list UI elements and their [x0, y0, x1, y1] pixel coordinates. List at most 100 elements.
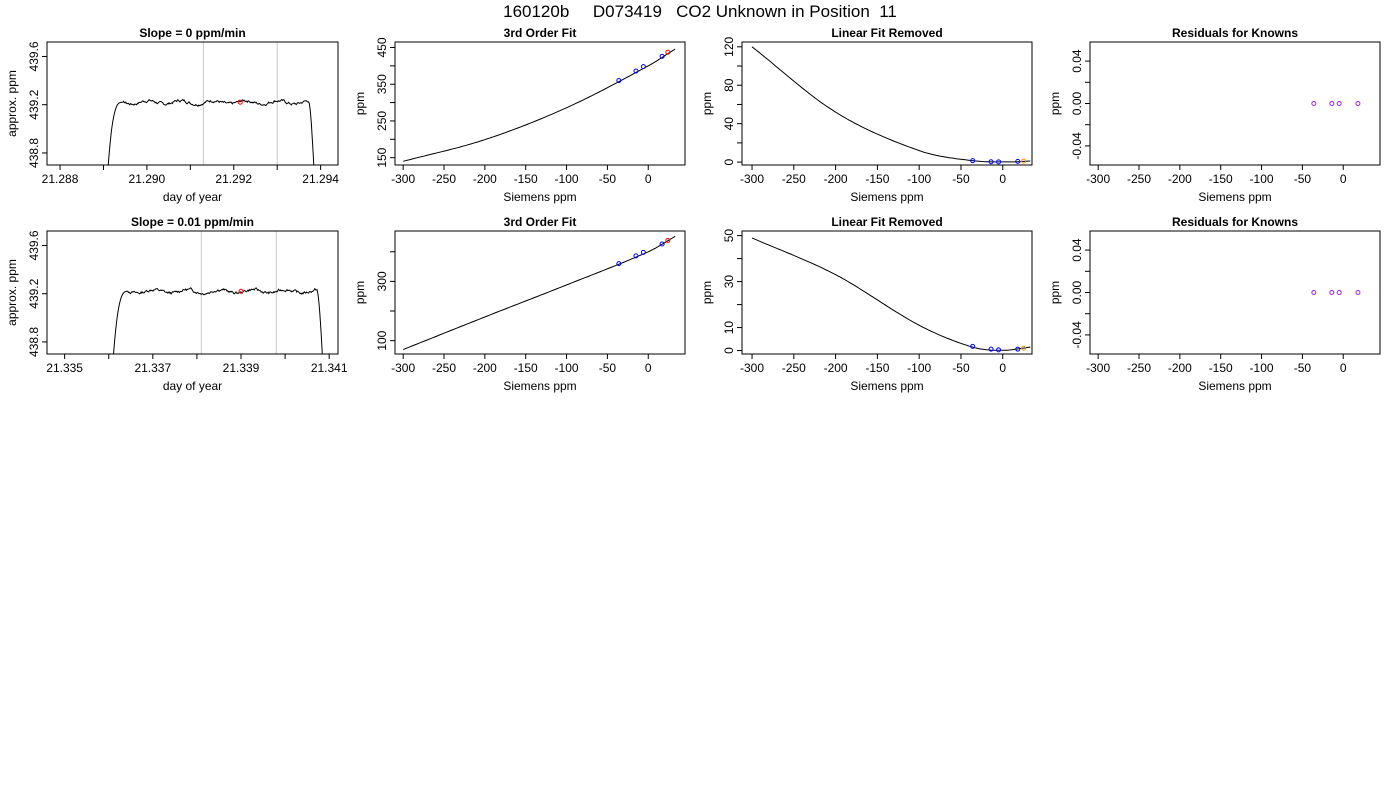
panel-title: Slope = 0 ppm/min: [139, 26, 245, 40]
data-point-known: [996, 159, 1002, 165]
x-tick-label: -150: [865, 361, 889, 375]
data-point-known: [659, 53, 665, 59]
data-point-known: [633, 253, 639, 259]
y-tick-label: 0.04: [1070, 49, 1084, 73]
y-tick-label: 40: [722, 117, 736, 131]
plot-frame: [394, 230, 686, 355]
data-layer: [1311, 290, 1361, 295]
y-tick-label: 30: [722, 275, 736, 289]
panel-title: 3rd Order Fit: [504, 215, 577, 229]
y-tick-label: 150: [375, 147, 389, 167]
x-tick-label: -300: [391, 361, 415, 375]
data-point-known: [633, 68, 639, 74]
panel-3: Linear Fit Removed -300 -250 -200 -150 -100 -5…: [700, 26, 1033, 204]
x-tick-label: 21.341: [311, 361, 348, 375]
x-tick-label: -50: [1294, 361, 1312, 375]
x-tick-label: -100: [555, 172, 579, 186]
y-axis-label: ppm: [353, 281, 367, 304]
y-tick-label: 0: [722, 158, 736, 165]
x-tick-label: 21.335: [46, 361, 83, 375]
x-tick-label: 0: [645, 361, 652, 375]
x-tick-label: -50: [952, 361, 970, 375]
y-tick-label: 0: [722, 347, 736, 354]
x-axis-label: Siemens ppm: [850, 190, 923, 204]
panel-8: Residuals for Knowns -300 -250 -200 -150 -100…: [1048, 215, 1381, 393]
x-tick-label: 0: [999, 361, 1006, 375]
data-point-known: [659, 241, 665, 247]
data-point-residual: [1336, 101, 1342, 106]
data-layer: [107, 98, 315, 165]
x-tick-label: -250: [782, 361, 806, 375]
data-layer: [402, 235, 676, 351]
x-tick-label: -50: [952, 172, 970, 186]
y-tick-label: -0.04: [1070, 321, 1084, 349]
fit-curve: [751, 46, 1031, 163]
plot-frame: [46, 230, 339, 355]
x-tick-label: -200: [473, 172, 497, 186]
x-tick-label: -50: [1294, 172, 1312, 186]
x-tick-label: 21.339: [223, 361, 260, 375]
data-point-residual: [1329, 101, 1335, 106]
y-tick-label: 438.8: [27, 138, 41, 168]
fit-curve: [403, 48, 676, 162]
y-tick-label: 100: [375, 330, 389, 350]
x-tick-label: -300: [740, 361, 764, 375]
panel-title: Linear Fit Removed: [831, 26, 942, 40]
y-tick-label: 300: [375, 271, 389, 291]
series-line: [113, 287, 323, 354]
data-point-unknown: [665, 237, 671, 243]
x-tick-label: 21.288: [42, 172, 79, 186]
data-point-known: [640, 64, 646, 70]
data-point-known: [1015, 346, 1021, 352]
y-tick-label: 0.00: [1070, 280, 1084, 304]
x-tick-label: -150: [514, 172, 538, 186]
y-axis-label: ppm: [1048, 281, 1062, 304]
data-point-known: [616, 261, 622, 267]
data-layer: [751, 46, 1031, 165]
y-tick-label: 438.8: [27, 327, 41, 357]
panel-5: Slope = 0.01 ppm/min 21.335 21.337 21.339 21…: [5, 215, 348, 393]
plot-frame: [741, 230, 1033, 355]
y-tick-label: -0.04: [1070, 132, 1084, 160]
data-point-residual: [1336, 290, 1342, 295]
data-point-residual: [1329, 290, 1335, 295]
plot-frame: [1089, 230, 1381, 355]
x-tick-label: 21.290: [129, 172, 166, 186]
x-tick-label: -200: [824, 172, 848, 186]
x-tick-label: -250: [432, 361, 456, 375]
data-point-residual: [1311, 290, 1317, 295]
x-tick-label: -300: [740, 172, 764, 186]
panel-7: Linear Fit Removed -300 -250 -200 -150 -100 -5…: [700, 215, 1033, 393]
data-point-orange: [1021, 345, 1027, 351]
data-point-residual: [1355, 290, 1361, 295]
fit-curve: [402, 235, 676, 351]
x-tick-label: -100: [1250, 172, 1274, 186]
data-point-known: [1015, 158, 1021, 164]
x-axis-label: Siemens ppm: [1198, 379, 1271, 393]
data-point-known: [988, 159, 994, 165]
data-layer: [751, 237, 1031, 353]
y-axis-label: ppm: [353, 92, 367, 115]
data-point-known: [616, 78, 622, 84]
y-axis-label: ppm: [700, 281, 714, 304]
x-tick-label: -300: [1086, 361, 1110, 375]
x-tick-label: -250: [1127, 172, 1151, 186]
data-point-unknown: [665, 49, 671, 55]
x-axis-label: day of year: [163, 379, 222, 393]
data-point-unknown: [238, 288, 244, 294]
x-axis-label: Siemens ppm: [503, 379, 576, 393]
x-tick-label: -100: [907, 172, 931, 186]
data-point-known: [970, 343, 976, 349]
x-tick-label: -100: [907, 361, 931, 375]
y-tick-label: 439.2: [27, 89, 41, 119]
x-tick-label: -200: [1168, 172, 1192, 186]
y-axis-label: ppm: [1048, 92, 1062, 115]
y-tick-label: 120: [722, 36, 736, 56]
x-tick-label: -50: [599, 361, 617, 375]
series-line: [107, 98, 315, 165]
plot-frame: [46, 41, 339, 166]
y-axis-label: ppm: [700, 92, 714, 115]
y-tick-label: 80: [722, 78, 736, 92]
data-layer: [403, 48, 676, 162]
